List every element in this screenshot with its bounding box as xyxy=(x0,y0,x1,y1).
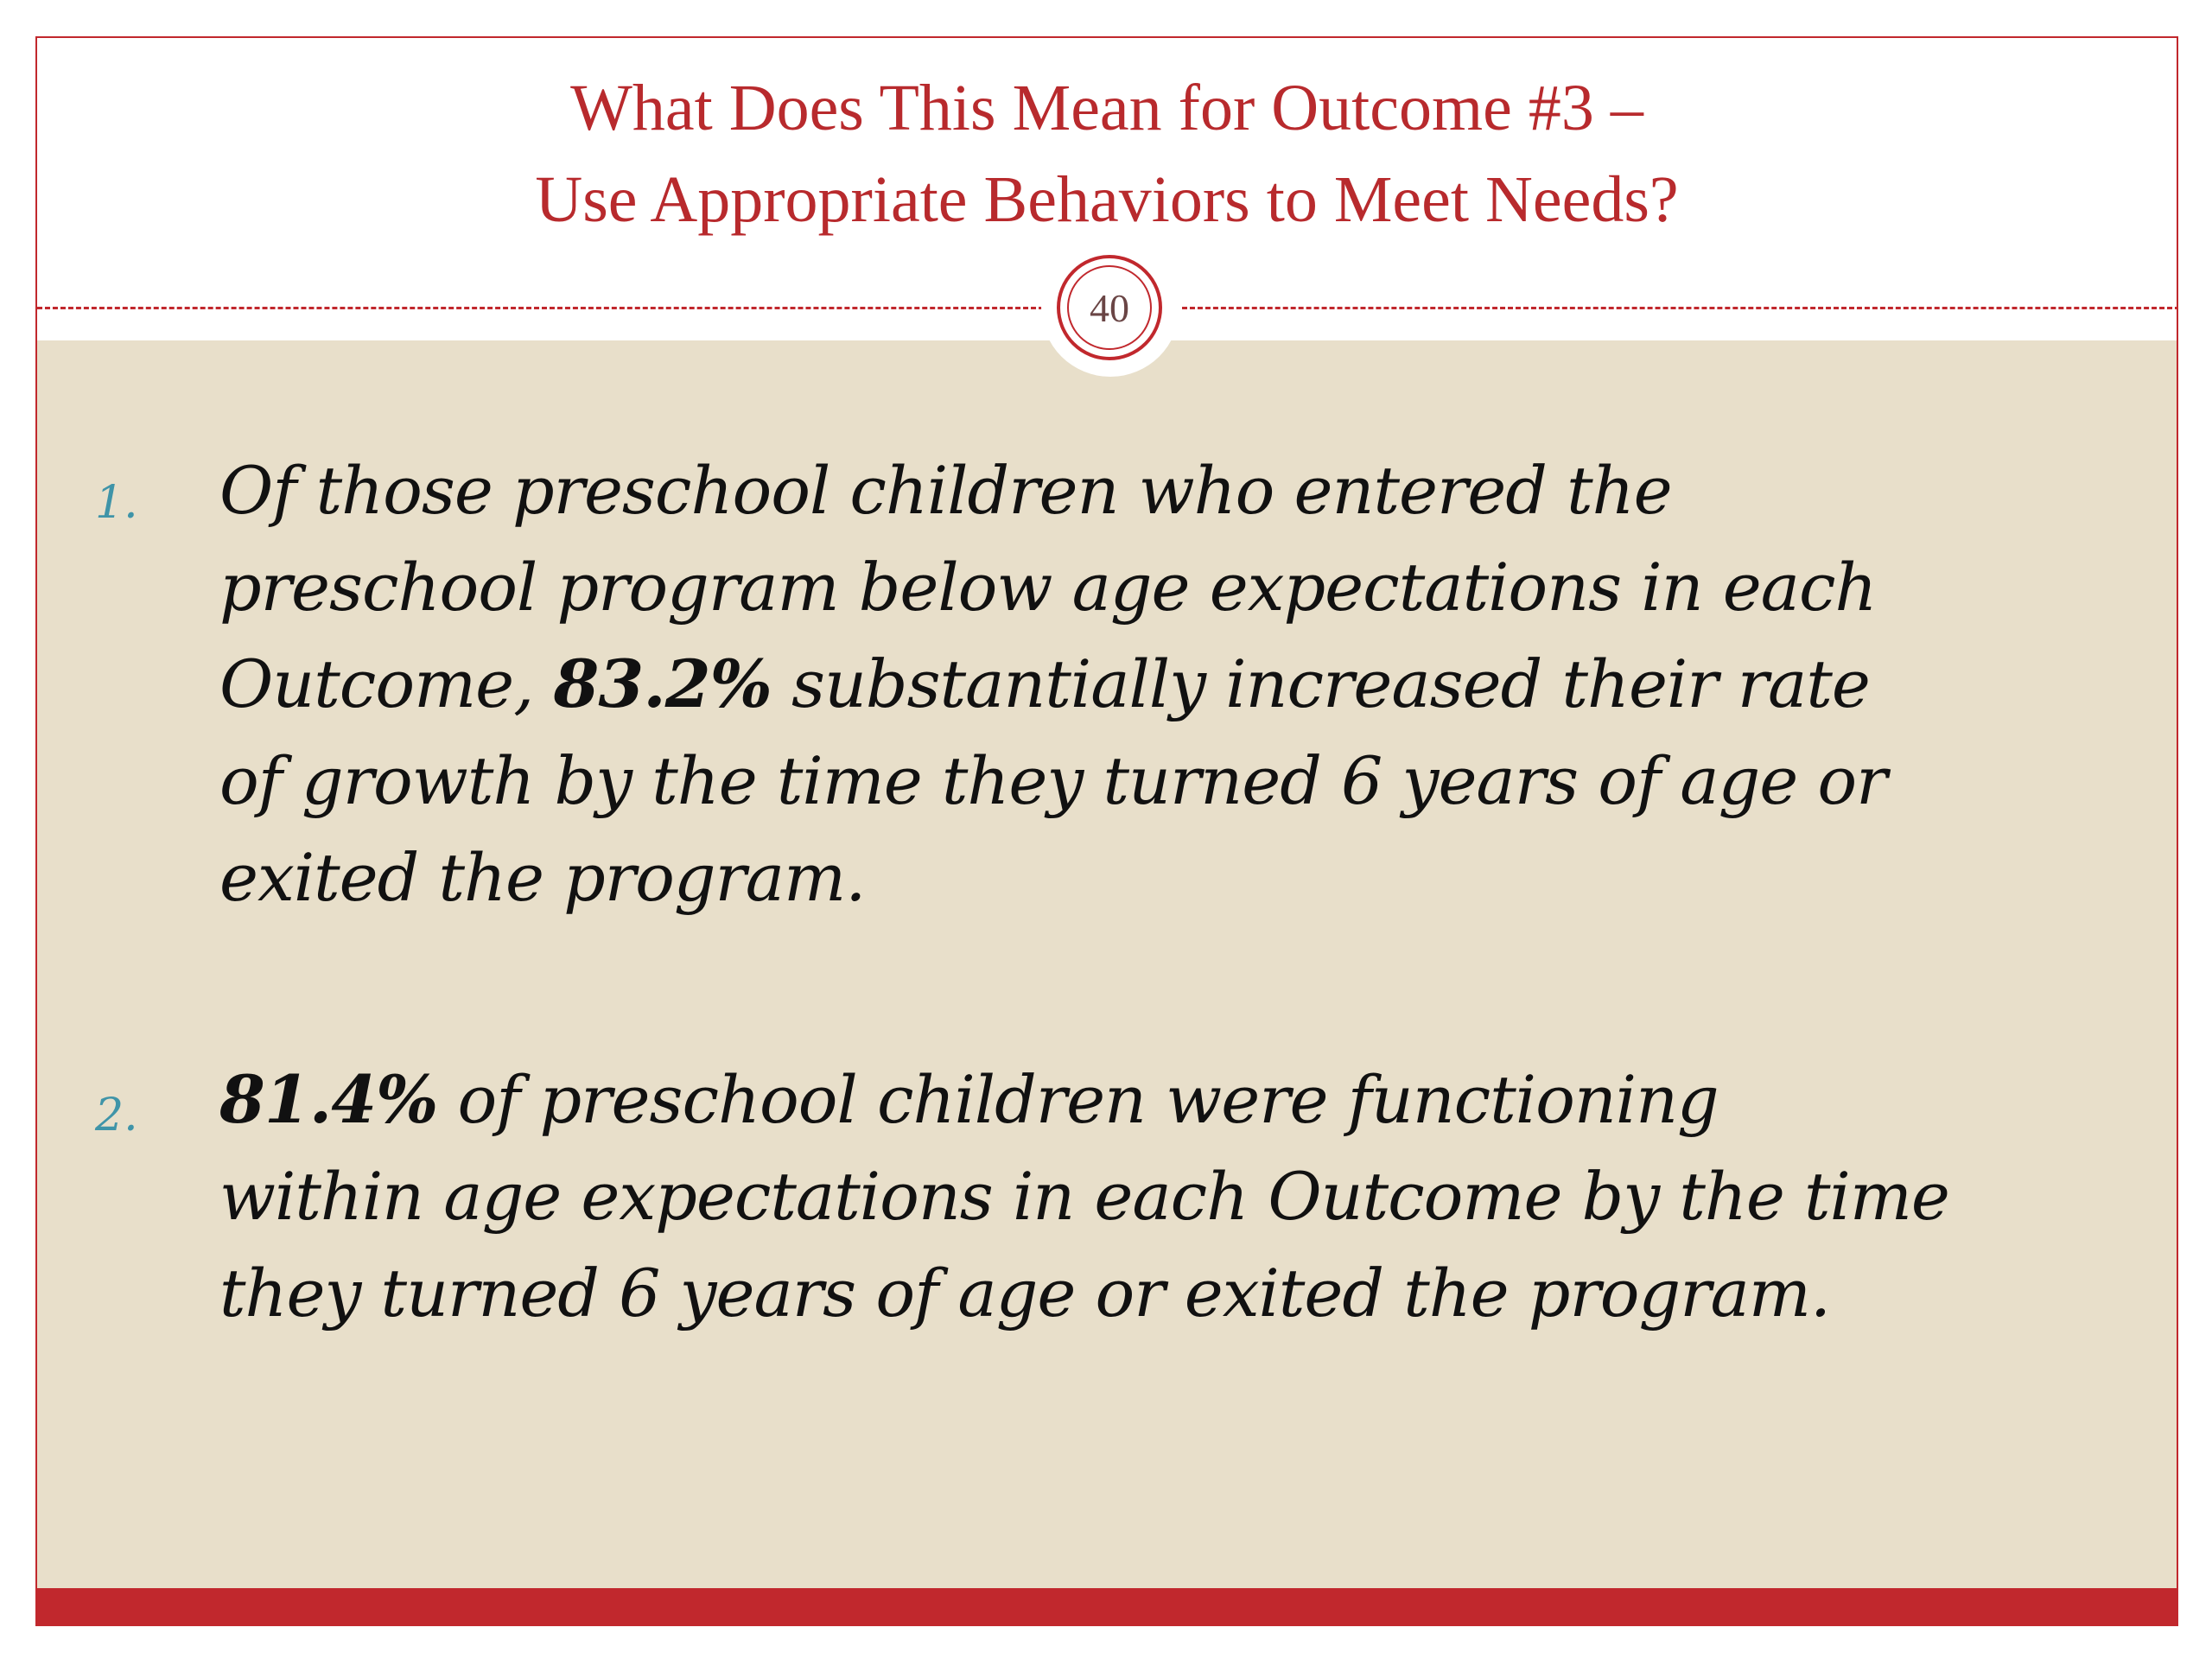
text-line: within age expectations in each Outcome … xyxy=(219,1158,1950,1235)
title-divider-right xyxy=(1182,307,2177,309)
text-segment: of preschool children were functioning xyxy=(437,1061,1719,1138)
text-line: of growth by the time they turned 6 year… xyxy=(219,742,1887,819)
slide-title-line-2: Use Appropriate Behaviors to Meet Needs? xyxy=(535,163,1679,236)
highlight-percentage: 83.2% xyxy=(553,645,772,722)
slide-title-line-1: What Does This Mean for Outcome #3 – xyxy=(570,72,1643,144)
page-number: 40 xyxy=(1067,265,1152,350)
footer-accent-bar xyxy=(37,1588,2177,1624)
list-item-number: 2. xyxy=(95,1090,138,1141)
list-item-number: 1. xyxy=(95,477,138,529)
text-line: Of those preschool children who entered … xyxy=(219,452,1673,529)
slide: What Does This Mean for Outcome #3 – Use… xyxy=(35,36,2178,1626)
list-item-text: 81.4% of preschool children were functio… xyxy=(219,1052,2146,1342)
slide-title: What Does This Mean for Outcome #3 – Use… xyxy=(37,62,2177,245)
title-divider-left xyxy=(37,307,1044,309)
text-line: preschool program below age expectations… xyxy=(219,549,1878,626)
text-line: 81.4% of preschool children were functio… xyxy=(219,1052,2146,1148)
text-line: Outcome, 83.2% substantially increased t… xyxy=(219,636,2146,733)
page-number-badge: 40 xyxy=(1057,255,1162,360)
text-line: they turned 6 years of age or exited the… xyxy=(219,1255,1831,1332)
content-area xyxy=(37,340,2177,1588)
text-segment: substantially increased their rate xyxy=(771,645,1871,722)
list-item-text: Of those preschool children who entered … xyxy=(219,442,2146,926)
text-segment: Outcome, xyxy=(219,645,554,722)
text-line: exited the program. xyxy=(219,839,866,916)
highlight-percentage: 81.4% xyxy=(219,1061,438,1138)
